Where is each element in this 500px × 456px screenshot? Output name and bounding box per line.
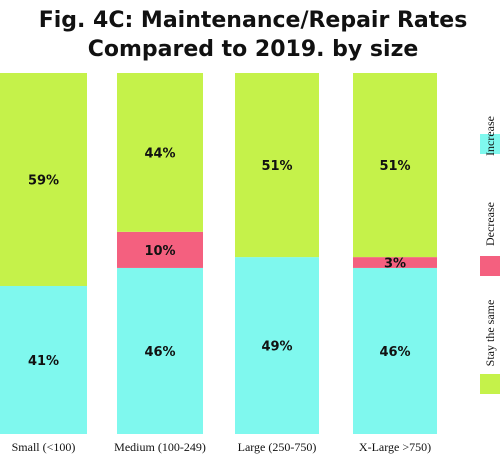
data-label-medium-100-249-stay-the-same: 44% (144, 146, 175, 161)
category-labels-group: Small (<100) Medium (100-249) Large (250-7… (12, 440, 431, 454)
data-label-large-250-750-increase: 49% (261, 340, 292, 355)
data-label-medium-100-249-decrease: 10% (144, 244, 175, 259)
bar-x-large-750-increase (353, 267, 437, 434)
bar-x-large-750-decrease (353, 257, 437, 268)
legend-swatch-stay-the-same (480, 374, 500, 394)
chart-title-line-1: Fig. 4C: Maintenance/Repair Rates (39, 8, 468, 33)
data-label-small-100-stay-the-same: 59% (28, 173, 59, 188)
bar-large-250-750-increase (235, 257, 319, 434)
category-label-small-100: Small (<100) (12, 440, 76, 454)
data-label-x-large-750-stay-the-same: 51% (379, 159, 410, 174)
data-label-x-large-750-increase: 46% (379, 345, 410, 360)
data-label-large-250-750-stay-the-same: 51% (261, 159, 292, 174)
bar-medium-100-249-stay-the-same (117, 73, 203, 232)
legend-label-stay-the-same: Stay the same (483, 300, 497, 367)
data-label-x-large-750-decrease: 3% (384, 257, 406, 272)
legend-label-increase: Increase (483, 116, 497, 156)
category-label-medium-100-249: Medium (100-249) (114, 440, 206, 454)
data-label-medium-100-249-increase: 46% (144, 345, 175, 360)
bar-medium-100-249-decrease (117, 231, 203, 268)
bar-x-large-750-stay-the-same (353, 73, 437, 258)
category-label-large-250-750: Large (250-750) (238, 440, 317, 454)
bar-labels-group: 41% 59% 46% 10% 44% 49% 51% 46% 3% 51% (28, 146, 411, 369)
category-label-x-large-750: X-Large >750) (359, 440, 431, 454)
bar-large-250-750-stay-the-same (235, 73, 319, 258)
bar-small-100-increase (0, 285, 87, 434)
legend: Increase Decrease Stay the same (480, 116, 500, 394)
bar-medium-100-249-increase (117, 267, 203, 434)
legend-label-decrease: Decrease (483, 202, 497, 246)
legend-swatch-increase (480, 134, 500, 154)
bar-small-100-stay-the-same (0, 73, 87, 286)
legend-swatch-decrease (480, 256, 500, 276)
data-label-small-100-increase: 41% (28, 354, 59, 369)
bars-group (0, 73, 437, 434)
chart-title-line-2: Compared to 2019. by size (88, 37, 419, 62)
